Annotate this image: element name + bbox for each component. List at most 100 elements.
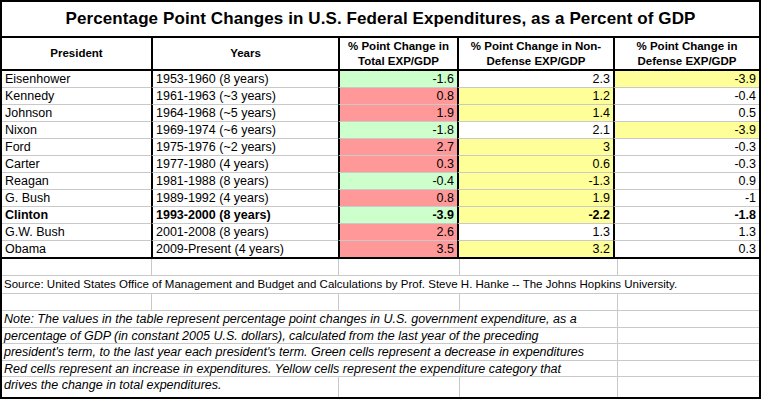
years-cell: 2009-Present (4 years): [151, 241, 338, 257]
table-row: G.W. Bush2001-2008 (8 years)2.61.31.3: [2, 224, 759, 241]
president-cell: Obama: [2, 241, 151, 257]
total-change-cell: -1.8: [338, 122, 457, 139]
gridline: [338, 259, 339, 275]
defense-change-cell: -0.4: [613, 88, 759, 105]
table-row: Clinton1993-2000 (8 years)-3.9-2.2-1.8: [2, 207, 759, 224]
table-row: Ford1975-1976 (~2 years)2.73-0.3: [2, 139, 759, 156]
table-row: Nixon1969-1974 (~6 years)-1.82.1-3.9: [2, 122, 759, 139]
gridline: [459, 259, 460, 275]
gridline: [617, 377, 618, 397]
total-change-cell: -1.6: [338, 71, 457, 88]
expenditures-table-wrap: President Years % Point Change in Total …: [2, 38, 759, 259]
nondefense-change-cell: 2.1: [457, 122, 613, 139]
defense-change-cell: -0.3: [613, 156, 759, 173]
defense-change-cell: -0.3: [613, 139, 759, 156]
table-row: Johnson1964-1968 (~5 years)1.91.40.5: [2, 105, 759, 122]
spreadsheet-empty-row: [2, 259, 759, 276]
spreadsheet-empty-row: [2, 294, 759, 311]
col-header-years: Years: [151, 38, 338, 71]
gridline: [617, 259, 618, 275]
total-change-cell: 0.3: [338, 156, 457, 173]
years-cell: 1975-1976 (~2 years): [151, 139, 338, 156]
source-text: Source: United States Office of Manageme…: [4, 278, 677, 290]
nondefense-change-cell: 1.2: [457, 88, 613, 105]
president-cell: G. Bush: [2, 190, 151, 207]
years-cell: 1977-1980 (4 years): [151, 156, 338, 173]
president-cell: Ford: [2, 139, 151, 156]
total-change-cell: 3.5: [338, 241, 457, 257]
note-line: percentage of GDP (in constant 2005 U.S.…: [2, 328, 759, 345]
table-figure: Percentage Point Changes in U.S. Federal…: [0, 0, 761, 399]
table-row: Obama2009-Present (4 years)3.53.20.3: [2, 241, 759, 257]
table-row: Eisenhower1953-1960 (8 years)-1.62.3-3.9: [2, 71, 759, 88]
president-cell: Nixon: [2, 122, 151, 139]
total-change-cell: -3.9: [338, 207, 457, 224]
note-line: president's term, to the last year each …: [2, 344, 759, 361]
defense-change-cell: -3.9: [613, 71, 759, 88]
defense-change-cell: 0.5: [613, 105, 759, 122]
note-text: Note: The values in the table represent …: [4, 312, 577, 326]
table-row: Carter1977-1980 (4 years)0.30.6-0.3: [2, 156, 759, 173]
total-change-cell: 0.8: [338, 190, 457, 207]
source-row: Source: United States Office of Manageme…: [2, 276, 759, 294]
gridline: [151, 294, 152, 310]
years-cell: 2001-2008 (8 years): [151, 224, 338, 241]
nondefense-change-cell: 3: [457, 139, 613, 156]
note-text: percentage of GDP (in constant 2005 U.S.…: [4, 329, 539, 343]
gridline: [338, 377, 339, 397]
header-row: President Years % Point Change in Total …: [2, 38, 759, 71]
expenditures-table: President Years % Point Change in Total …: [2, 38, 759, 257]
president-cell: Carter: [2, 156, 151, 173]
col-header-total-change: % Point Change in Total EXP/GDP: [338, 38, 457, 71]
gridline: [617, 328, 618, 344]
defense-change-cell: -1.8: [613, 207, 759, 224]
note-text: president's term, to the last year each …: [4, 345, 584, 359]
president-cell: Eisenhower: [2, 71, 151, 88]
years-cell: 1961-1963 (~3 years): [151, 88, 338, 105]
nondefense-change-cell: -1.3: [457, 173, 613, 190]
president-cell: Clinton: [2, 207, 151, 224]
nondefense-change-cell: 1.9: [457, 190, 613, 207]
total-change-cell: -0.4: [338, 173, 457, 190]
note-text: drives the change in total expenditures.: [4, 378, 222, 392]
defense-change-cell: 0.9: [613, 173, 759, 190]
gridline: [617, 311, 618, 327]
total-change-cell: 1.9: [338, 105, 457, 122]
nondefense-change-cell: -2.2: [457, 207, 613, 224]
years-cell: 1969-1974 (~6 years): [151, 122, 338, 139]
gridline: [617, 361, 618, 377]
nondefense-change-cell: 1.3: [457, 224, 613, 241]
gridline: [617, 344, 618, 360]
nondefense-change-cell: 2.3: [457, 71, 613, 88]
years-cell: 1993-2000 (8 years): [151, 207, 338, 224]
president-cell: Kennedy: [2, 88, 151, 105]
total-change-cell: 2.6: [338, 224, 457, 241]
total-change-cell: 0.8: [338, 88, 457, 105]
nondefense-change-cell: 3.2: [457, 241, 613, 257]
table-row: Kennedy1961-1963 (~3 years)0.81.2-0.4: [2, 88, 759, 105]
page-title: Percentage Point Changes in U.S. Federal…: [2, 2, 759, 38]
defense-change-cell: 0.3: [613, 241, 759, 257]
years-cell: 1981-1988 (8 years): [151, 173, 338, 190]
col-header-nondefense-change: % Point Change in Non-Defense EXP/GDP: [457, 38, 613, 71]
gridline: [459, 294, 460, 310]
col-header-defense-change: % Point Change in Defense EXP/GDP: [613, 38, 759, 71]
years-cell: 1964-1968 (~5 years): [151, 105, 338, 122]
president-cell: Reagan: [2, 173, 151, 190]
note-line: drives the change in total expenditures.: [2, 377, 759, 397]
president-cell: G.W. Bush: [2, 224, 151, 241]
table-body: Eisenhower1953-1960 (8 years)-1.62.3-3.9…: [2, 71, 759, 257]
table-row: G. Bush1989-1992 (4 years)0.81.9-1: [2, 190, 759, 207]
note-text: Red cells represent an increase in expen…: [4, 362, 561, 376]
gridline: [459, 377, 460, 397]
years-cell: 1953-1960 (8 years): [151, 71, 338, 88]
gridline: [151, 259, 152, 275]
defense-change-cell: -1: [613, 190, 759, 207]
defense-change-cell: 1.3: [613, 224, 759, 241]
nondefense-change-cell: 0.6: [457, 156, 613, 173]
gridline: [338, 294, 339, 310]
years-cell: 1989-1992 (4 years): [151, 190, 338, 207]
nondefense-change-cell: 1.4: [457, 105, 613, 122]
table-row: Reagan1981-1988 (8 years)-0.4-1.30.9: [2, 173, 759, 190]
col-header-president: President: [2, 38, 151, 71]
